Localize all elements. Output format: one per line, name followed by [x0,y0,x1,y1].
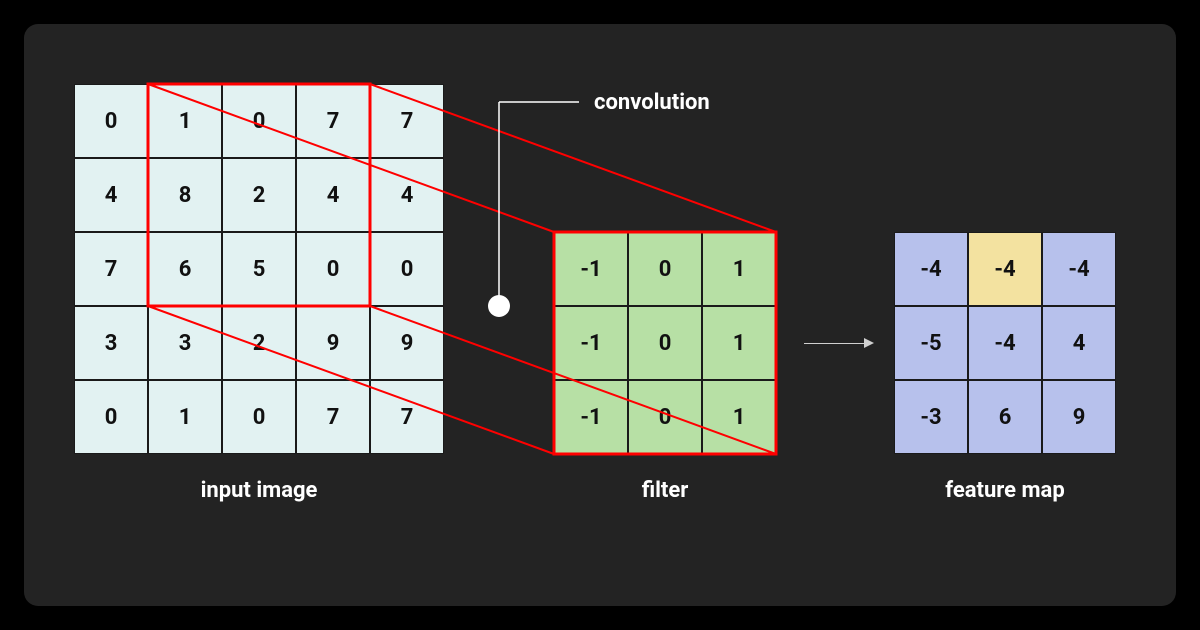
grid-cell: 6 [968,380,1042,454]
grid-cell: 1 [702,306,776,380]
grid-cell: -4 [894,232,968,306]
arrow-line [804,343,864,344]
grid-cell: 0 [74,380,148,454]
grid-cell: 7 [296,380,370,454]
grid-cell: 1 [702,380,776,454]
diagram-panel: 0107748244765003329901077 input image -1… [24,24,1176,606]
grid-cell: -4 [968,232,1042,306]
feature-map-label: feature map [885,478,1125,503]
grid-cell: 6 [148,232,222,306]
grid-cell: 1 [702,232,776,306]
grid-cell: 0 [370,232,444,306]
convolution-dot-icon [488,295,510,317]
grid-cell: 7 [296,84,370,158]
grid-cell: -4 [1042,232,1116,306]
grid-cell: 5 [222,232,296,306]
grid-cell: 9 [370,306,444,380]
filter-grid: -101 -101 -101 [554,232,776,454]
grid-cell: 0 [296,232,370,306]
grid-cell: -1 [554,380,628,454]
grid-cell: 7 [370,380,444,454]
grid-cell: 4 [296,158,370,232]
grid-cell: 0 [74,84,148,158]
feature-map-grid: -4-4-4-5-44-369 [894,232,1116,454]
filter-label: filter [545,478,785,503]
grid-cell: -4 [968,306,1042,380]
arrow-head-icon [864,338,874,348]
grid-cell: 9 [296,306,370,380]
grid-cell: 0 [222,380,296,454]
grid-cell: -1 [554,232,628,306]
grid-cell: -5 [894,306,968,380]
grid-cell: 1 [148,380,222,454]
grid-cell: 2 [222,306,296,380]
grid-cell: 0 [628,380,702,454]
grid-cell: 0 [222,84,296,158]
grid-cell: 4 [1042,306,1116,380]
grid-cell: 2 [222,158,296,232]
grid-cell: 0 [628,306,702,380]
grid-cell: 7 [370,84,444,158]
input-image-grid: 0107748244765003329901077 [74,84,444,454]
grid-cell: -1 [554,306,628,380]
grid-cell: 8 [148,158,222,232]
grid-cell: 9 [1042,380,1116,454]
grid-cell: 3 [74,306,148,380]
grid-cell: 3 [148,306,222,380]
input-image-label: input image [139,478,379,503]
grid-cell: -3 [894,380,968,454]
grid-cell: 0 [628,232,702,306]
grid-cell: 4 [370,158,444,232]
grid-cell: 4 [74,158,148,232]
grid-cell: 7 [74,232,148,306]
convolution-label: convolution [594,90,710,115]
grid-cell: 1 [148,84,222,158]
